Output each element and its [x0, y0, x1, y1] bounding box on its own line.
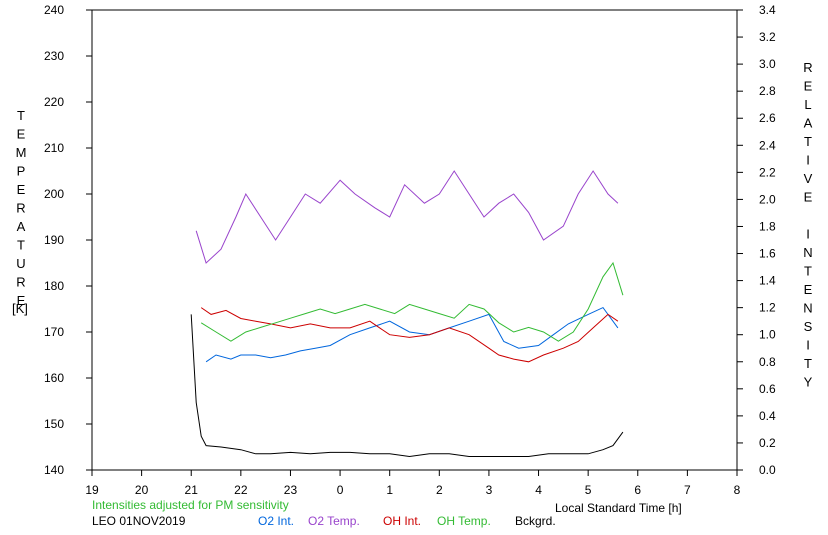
- right-tick-label: 1.4: [759, 274, 776, 288]
- right-axis-title-letter: E: [804, 190, 813, 205]
- right-axis-title-letter: I: [806, 227, 810, 242]
- right-axis-title-letter: N: [803, 245, 812, 260]
- left-axis-title-letter: A: [17, 219, 26, 234]
- left-tick-label: 170: [44, 325, 64, 339]
- right-tick-label: 3.0: [759, 57, 776, 71]
- x-tick-label: 0: [337, 483, 344, 497]
- left-tick-label: 190: [44, 233, 64, 247]
- series-oh-int: [200, 307, 619, 363]
- x-axis: 19 20 21 22 23 0 1 2 3 4 5 6 7 8: [85, 470, 741, 497]
- right-tick-label: 1.2: [759, 301, 776, 315]
- right-axis-title-letter: Y: [804, 375, 813, 390]
- right-axis-title-letter: T: [804, 264, 812, 279]
- left-axis-title-letter: U: [16, 256, 25, 271]
- series-o2-temp: [195, 170, 619, 264]
- legend-o2-int: O2 Int.: [258, 514, 294, 528]
- left-axis-unit: [K]: [12, 301, 28, 316]
- x-tick-label: 1: [386, 483, 393, 497]
- left-axis-title-letter: P: [17, 164, 26, 179]
- series-o2-int: [205, 306, 619, 363]
- x-tick-label: 2: [436, 483, 443, 497]
- right-tick-label: 1.8: [759, 219, 776, 233]
- right-tick-label: 2.4: [759, 138, 776, 152]
- left-tick-label: 240: [44, 3, 64, 17]
- right-axis-title-letter: I: [806, 153, 810, 168]
- left-axis-title-letter: E: [17, 293, 26, 308]
- left-axis-title-letter: E: [17, 182, 26, 197]
- series-bckgrd: [190, 314, 624, 458]
- right-axis: 0.0 0.2 0.4 0.6 0.8 1.0 1.2 1.4 1.6 1.8 2.0 2.2 2.4 2…: [737, 3, 776, 477]
- left-axis-title-letter: R: [16, 275, 25, 290]
- left-tick-label: 200: [44, 187, 64, 201]
- x-tick-label: 6: [634, 483, 641, 497]
- legend-bckgrd: Bckgrd.: [515, 514, 556, 528]
- right-tick-label: 0.0: [759, 463, 776, 477]
- x-tick-label: 3: [486, 483, 493, 497]
- x-tick-label: 8: [734, 483, 741, 497]
- left-tick-label: 220: [44, 95, 64, 109]
- x-tick-label: 5: [585, 483, 592, 497]
- left-tick-label: 210: [44, 141, 64, 155]
- right-tick-label: 1.0: [759, 328, 776, 342]
- sensitivity-note: Intensities adjusted for PM sensitivity: [92, 498, 289, 512]
- right-tick-label: 3.4: [759, 3, 776, 17]
- series-lines: [190, 170, 624, 458]
- x-tick-label: 19: [85, 483, 99, 497]
- left-tick-label: 150: [44, 417, 64, 431]
- right-tick-label: 2.8: [759, 84, 776, 98]
- left-axis-title-letter: M: [16, 145, 27, 160]
- right-tick-label: 1.6: [759, 247, 776, 261]
- right-tick-label: 2.6: [759, 111, 776, 125]
- legend-oh-int: OH Int.: [383, 514, 421, 528]
- right-axis-title-letter: I: [806, 338, 810, 353]
- x-tick-label: 21: [185, 483, 199, 497]
- right-axis-title-letter: T: [804, 134, 812, 149]
- left-axis: 140 150 160 170 180 190 200 210 220 230 240: [44, 3, 92, 477]
- x-tick-label: 20: [135, 483, 149, 497]
- right-tick-label: 2.0: [759, 192, 776, 206]
- right-tick-label: 0.2: [759, 436, 776, 450]
- left-tick-label: 230: [44, 49, 64, 63]
- right-axis-title-letter: A: [804, 116, 813, 131]
- right-tick-label: 2.2: [759, 165, 776, 179]
- plot-frame: [91, 9, 738, 471]
- right-axis-title-letter: N: [803, 301, 812, 316]
- left-axis-title-letter: T: [17, 108, 25, 123]
- x-tick-label: 4: [535, 483, 542, 497]
- right-axis-title-letter: V: [804, 171, 813, 186]
- legend-oh-temp: OH Temp.: [437, 514, 491, 528]
- right-axis-title-letter: E: [804, 79, 813, 94]
- left-axis-title-letter: E: [17, 127, 26, 142]
- x-tick-label: 7: [684, 483, 691, 497]
- right-axis-title-letter: R: [803, 60, 812, 75]
- left-tick-label: 160: [44, 371, 64, 385]
- right-axis-title-letter: L: [804, 97, 811, 112]
- station-label: LEO 01NOV2019: [92, 514, 186, 528]
- left-axis-title-letter: R: [16, 201, 25, 216]
- left-tick-label: 140: [44, 463, 64, 477]
- right-tick-label: 0.4: [759, 409, 776, 423]
- right-axis-title-letter: E: [804, 282, 813, 297]
- right-tick-label: 0.6: [759, 382, 776, 396]
- x-tick-label: 23: [284, 483, 298, 497]
- right-tick-label: 3.2: [759, 30, 776, 44]
- left-axis-title-letter: T: [17, 238, 25, 253]
- left-tick-label: 180: [44, 279, 64, 293]
- legend-o2-temp: O2 Temp.: [308, 514, 360, 528]
- series-oh-temp: [200, 261, 624, 342]
- x-axis-title: Local Standard Time [h]: [555, 501, 682, 515]
- right-tick-label: 0.8: [759, 355, 776, 369]
- x-tick-label: 22: [234, 483, 248, 497]
- right-axis-title-letter: T: [804, 356, 812, 371]
- right-axis-title-letter: S: [804, 319, 813, 334]
